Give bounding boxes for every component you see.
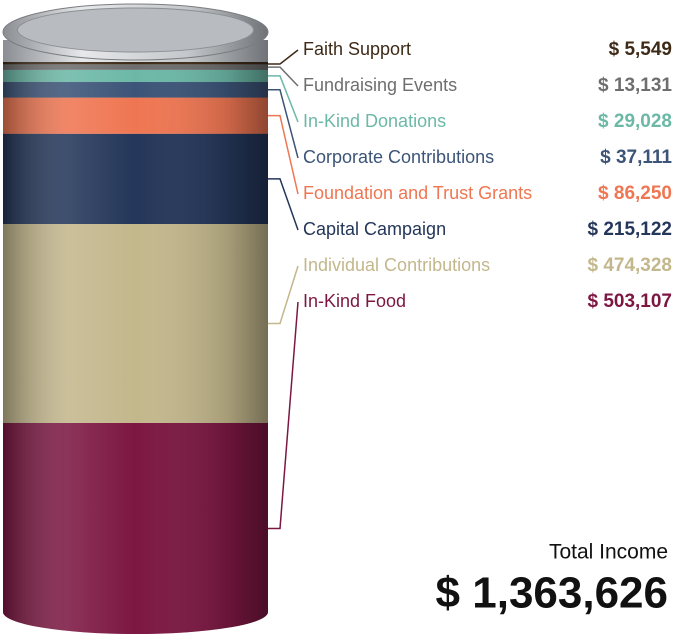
value-label: $ 215,122 xyxy=(587,219,672,240)
legend-label: Individual Contributions xyxy=(303,255,490,275)
total-label: Total Income xyxy=(549,541,668,564)
leader-line xyxy=(268,265,299,325)
leader-line xyxy=(268,89,299,159)
legend-label: In-Kind Donations xyxy=(303,111,446,131)
legend-label: Faith Support xyxy=(303,39,411,59)
value-label: $ 37,111 xyxy=(600,147,672,168)
leader-line xyxy=(268,114,299,195)
leader-line xyxy=(268,75,299,123)
leader-line xyxy=(268,49,299,65)
value-label: $ 13,131 xyxy=(598,75,672,96)
legend-label: In-Kind Food xyxy=(303,291,406,311)
total-value: $ 1,363,626 xyxy=(436,569,668,618)
value-label: $ 503,107 xyxy=(587,291,672,312)
value-label: $ 29,028 xyxy=(598,111,672,132)
can-body xyxy=(3,40,268,634)
can-shading xyxy=(3,40,268,634)
value-label: $ 474,328 xyxy=(587,255,672,276)
can-lid-inner xyxy=(17,7,254,53)
leader-line xyxy=(268,301,299,530)
legend-label: Capital Campaign xyxy=(303,219,446,239)
legend-label: Corporate Contributions xyxy=(303,147,494,167)
leader-line xyxy=(268,66,299,87)
leader-line xyxy=(268,178,299,231)
legend-label: Foundation and Trust Grants xyxy=(303,183,532,203)
value-label: $ 5,549 xyxy=(609,39,672,60)
legend-label: Fundraising Events xyxy=(303,75,457,95)
value-label: $ 86,250 xyxy=(598,183,672,204)
